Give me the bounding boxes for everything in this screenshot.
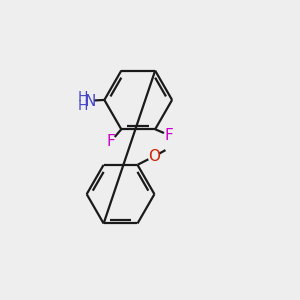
Circle shape	[164, 130, 175, 141]
Circle shape	[148, 151, 159, 162]
Text: H: H	[78, 90, 88, 104]
Text: O: O	[148, 149, 160, 164]
Text: F: F	[165, 128, 174, 143]
Text: N: N	[85, 94, 96, 109]
Circle shape	[83, 96, 94, 107]
Circle shape	[106, 136, 116, 147]
Text: F: F	[106, 134, 116, 149]
Text: H: H	[78, 99, 88, 113]
